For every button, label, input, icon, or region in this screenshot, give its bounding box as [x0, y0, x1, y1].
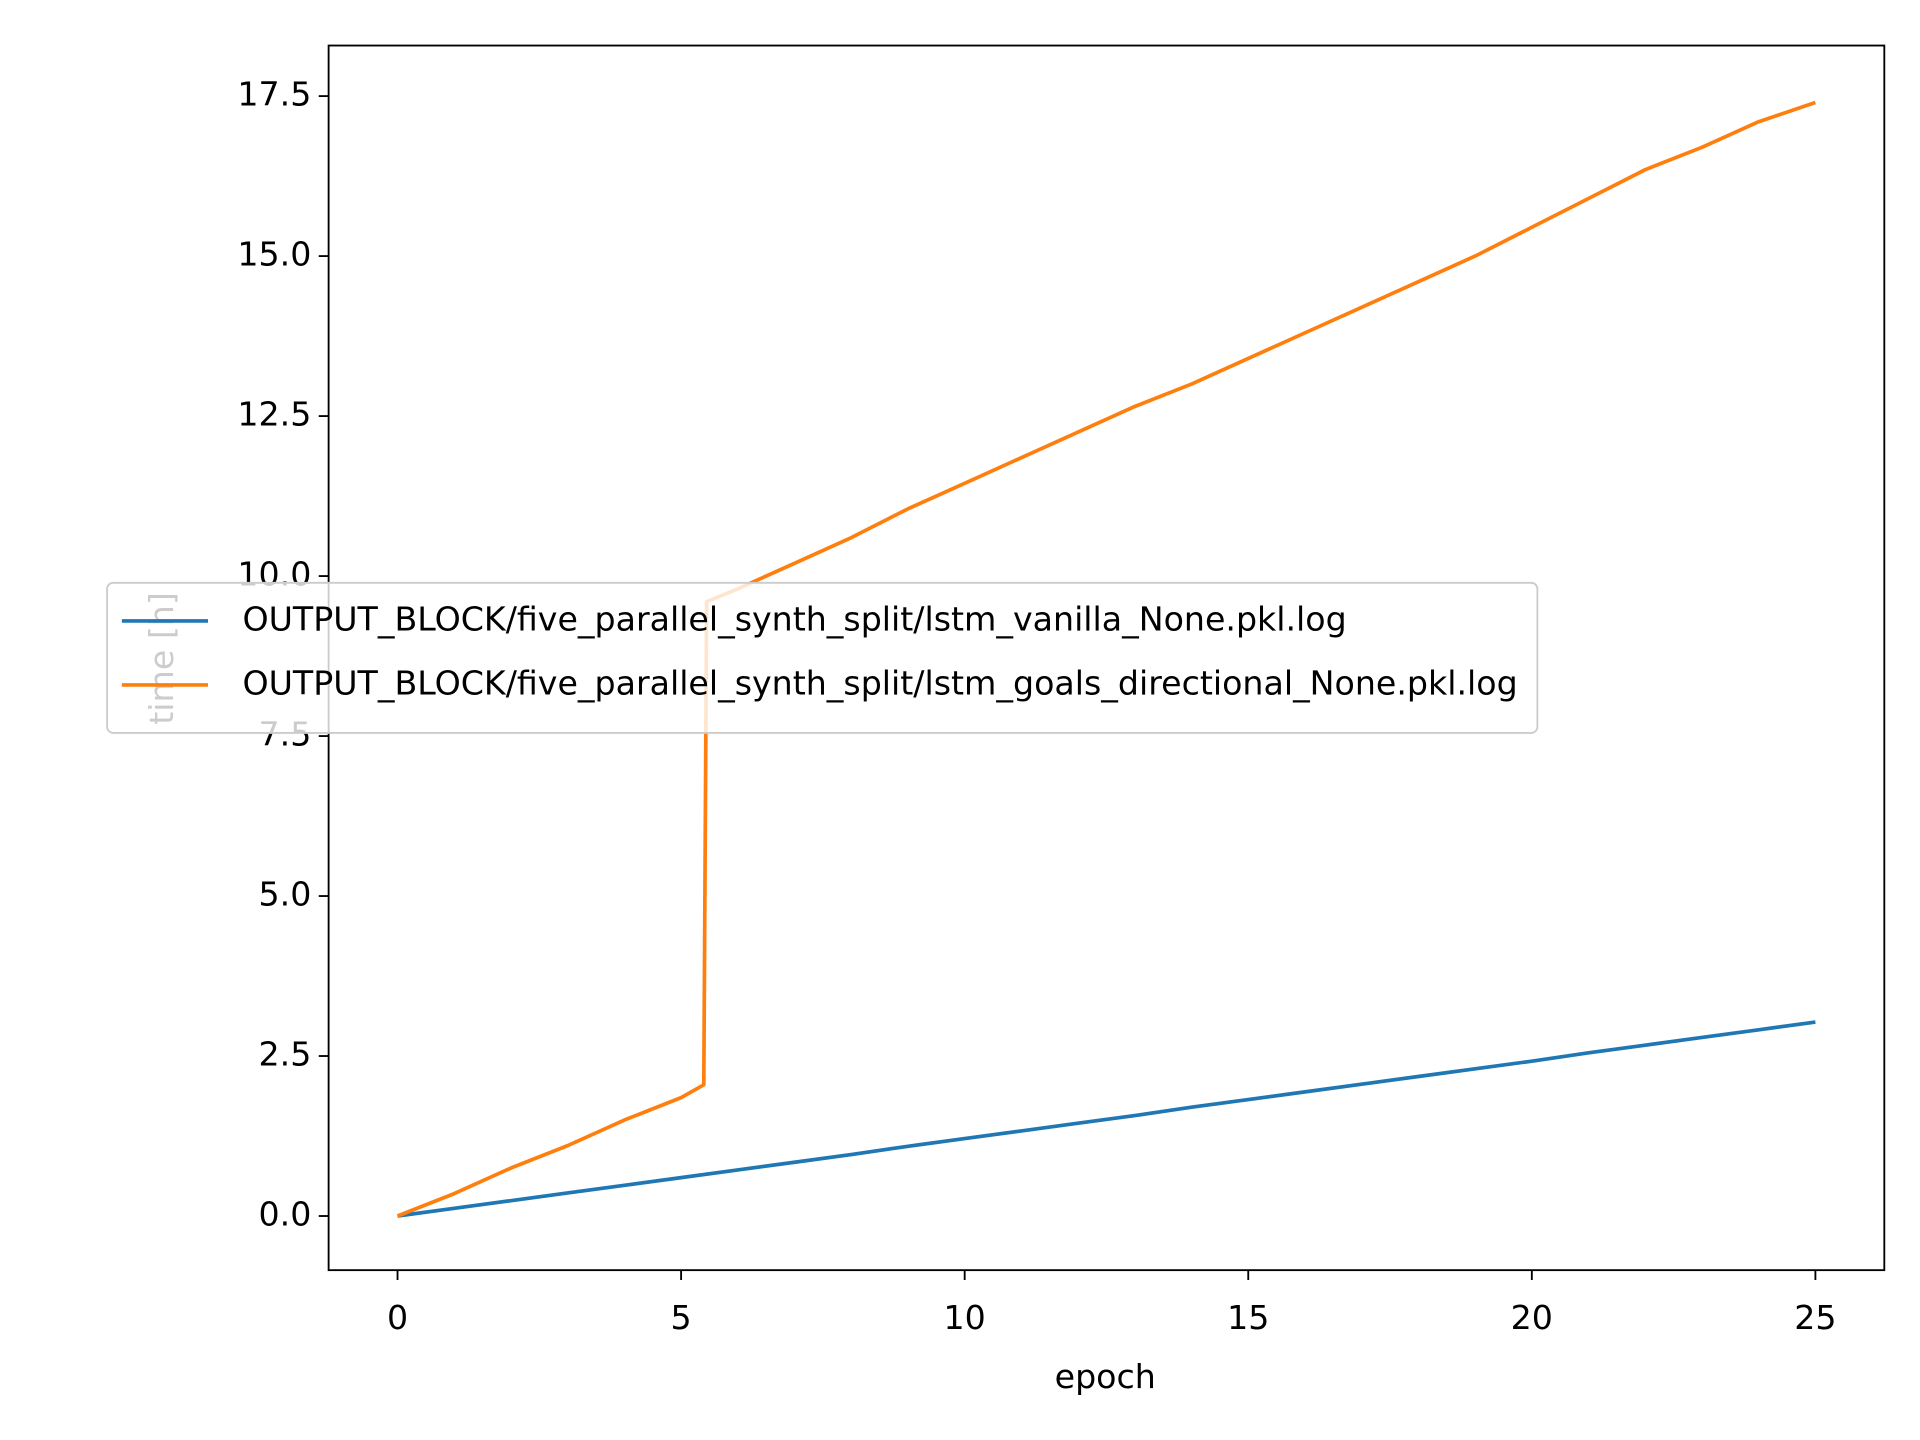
- y-tick-label: 2.5: [259, 1035, 312, 1074]
- x-axis-label: epoch: [1055, 1357, 1156, 1396]
- legend-label: OUTPUT_BLOCK/five_parallel_synth_split/l…: [242, 599, 1346, 638]
- y-tick-label: 15.0: [237, 235, 311, 274]
- data-line: [397, 1020, 1816, 1218]
- y-tick-label: 17.5: [237, 75, 311, 114]
- legend: OUTPUT_BLOCK/five_parallel_synth_split/l…: [106, 581, 1539, 734]
- x-tick-label: 5: [671, 1298, 692, 1337]
- x-tick-label: 15: [1227, 1298, 1269, 1337]
- data-line: [396, 100, 1816, 1218]
- legend-box: [106, 581, 1539, 734]
- y-tick-label: 12.5: [237, 395, 311, 434]
- x-tick-label: 0: [387, 1298, 408, 1337]
- y-tick-label: 5.0: [259, 875, 312, 914]
- legend-label: OUTPUT_BLOCK/five_parallel_synth_split/l…: [242, 663, 1517, 702]
- y-tick-label: 0.0: [259, 1195, 312, 1234]
- x-tick-label: 20: [1511, 1298, 1553, 1337]
- x-tick-label: 25: [1794, 1298, 1836, 1337]
- x-tick-label: 10: [944, 1298, 986, 1337]
